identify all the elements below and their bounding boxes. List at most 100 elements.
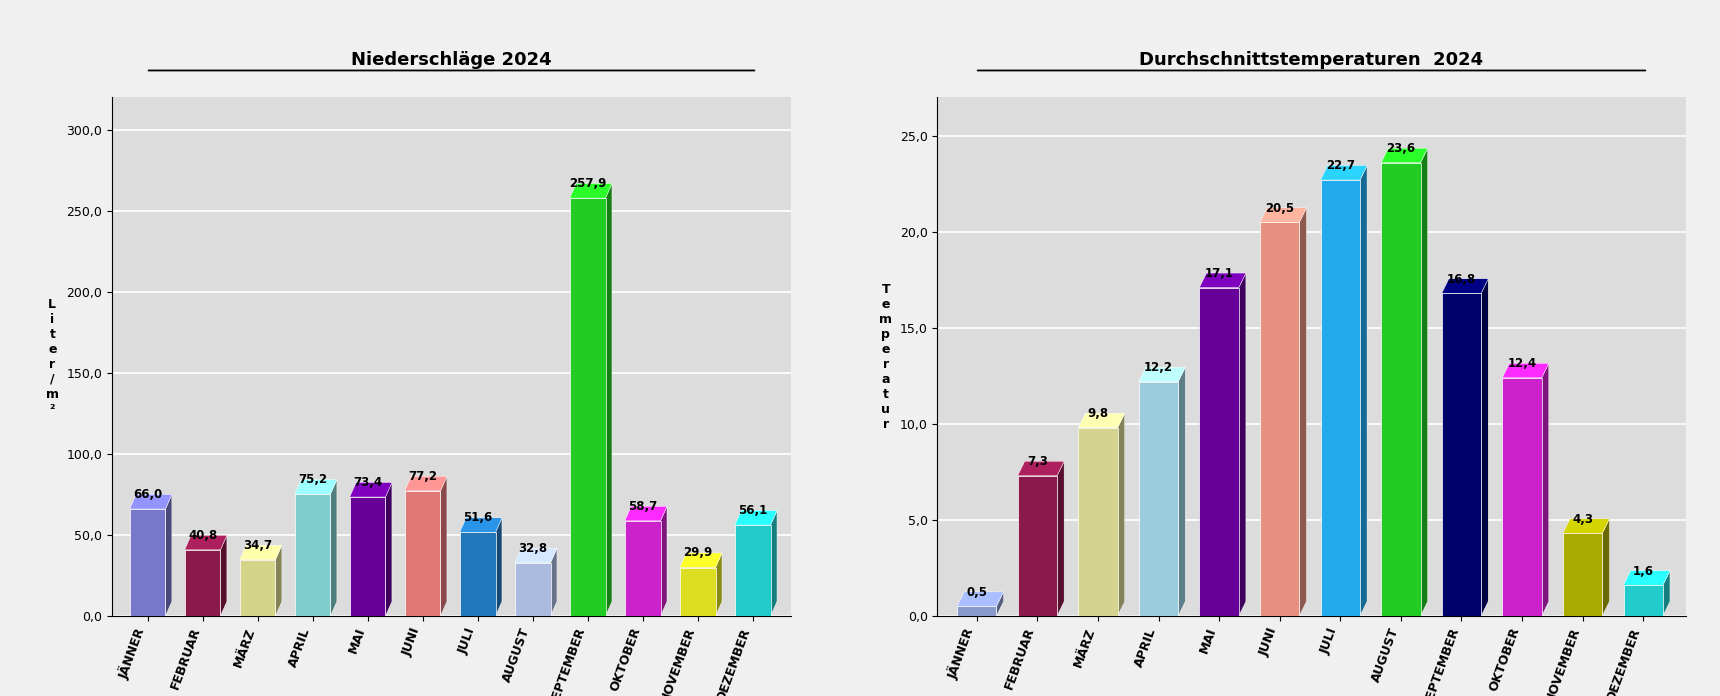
Text: 40,8: 40,8 <box>187 529 217 541</box>
Polygon shape <box>1663 571 1670 616</box>
Bar <box>734 525 771 616</box>
Text: 32,8: 32,8 <box>518 541 547 555</box>
Polygon shape <box>385 482 392 616</box>
Polygon shape <box>404 476 447 491</box>
Polygon shape <box>239 545 282 560</box>
Polygon shape <box>1421 148 1428 616</box>
Polygon shape <box>514 548 557 563</box>
Text: 29,9: 29,9 <box>683 546 712 560</box>
Polygon shape <box>1261 207 1307 222</box>
Text: Niederschläge 2024: Niederschläge 2024 <box>351 51 552 69</box>
Polygon shape <box>129 494 172 509</box>
Polygon shape <box>996 592 1003 616</box>
Bar <box>349 497 385 616</box>
Bar <box>569 198 605 616</box>
Polygon shape <box>1441 279 1488 293</box>
Polygon shape <box>275 545 282 616</box>
Text: 75,2: 75,2 <box>298 473 327 486</box>
Polygon shape <box>1018 461 1065 476</box>
Polygon shape <box>330 480 337 616</box>
Y-axis label: L
i
t
e
r
/
m
²: L i t e r / m ² <box>46 298 58 416</box>
Bar <box>1261 222 1299 616</box>
Text: 1,6: 1,6 <box>1632 564 1653 578</box>
Bar <box>1321 180 1361 616</box>
Polygon shape <box>1381 148 1428 163</box>
Text: 51,6: 51,6 <box>463 512 492 524</box>
Text: 58,7: 58,7 <box>628 500 657 513</box>
Polygon shape <box>1299 207 1307 616</box>
Polygon shape <box>1321 166 1367 180</box>
Polygon shape <box>605 184 612 616</box>
Text: 4,3: 4,3 <box>1572 513 1593 525</box>
Polygon shape <box>349 482 392 497</box>
Bar <box>1381 163 1421 616</box>
Polygon shape <box>1238 273 1245 616</box>
Bar <box>459 532 495 616</box>
Bar <box>1624 585 1663 616</box>
Polygon shape <box>459 518 502 532</box>
Text: 73,4: 73,4 <box>353 476 382 489</box>
Polygon shape <box>716 553 722 616</box>
Polygon shape <box>1361 166 1367 616</box>
Polygon shape <box>1603 519 1610 616</box>
Text: 0,5: 0,5 <box>967 585 987 599</box>
Polygon shape <box>1481 279 1488 616</box>
Polygon shape <box>1563 519 1610 533</box>
Bar <box>956 606 996 616</box>
Bar <box>1139 381 1178 616</box>
Polygon shape <box>165 494 172 616</box>
Bar <box>1199 287 1238 616</box>
Polygon shape <box>495 518 502 616</box>
Polygon shape <box>184 535 227 550</box>
Text: Durchschnittstemperaturen  2024: Durchschnittstemperaturen 2024 <box>1139 51 1484 69</box>
Bar <box>1502 378 1541 616</box>
Text: 56,1: 56,1 <box>738 504 767 517</box>
Polygon shape <box>294 480 337 494</box>
Bar <box>239 560 275 616</box>
Polygon shape <box>1139 367 1185 381</box>
Text: 22,7: 22,7 <box>1326 159 1355 173</box>
Polygon shape <box>1118 413 1125 616</box>
Polygon shape <box>734 511 777 525</box>
Text: 34,7: 34,7 <box>243 539 272 552</box>
Polygon shape <box>220 535 227 616</box>
Text: 12,2: 12,2 <box>1144 361 1173 374</box>
Bar <box>184 550 220 616</box>
Polygon shape <box>660 506 667 616</box>
Text: 17,1: 17,1 <box>1204 267 1233 280</box>
Polygon shape <box>1058 461 1065 616</box>
Bar <box>624 521 660 616</box>
Polygon shape <box>440 476 447 616</box>
Polygon shape <box>1178 367 1185 616</box>
Text: 20,5: 20,5 <box>1266 202 1293 214</box>
Bar <box>1078 428 1118 616</box>
Polygon shape <box>569 184 612 198</box>
Bar <box>679 567 716 616</box>
Text: 9,8: 9,8 <box>1087 407 1108 420</box>
Text: 66,0: 66,0 <box>132 488 162 501</box>
Polygon shape <box>679 553 722 567</box>
Text: 16,8: 16,8 <box>1447 273 1476 285</box>
Polygon shape <box>1624 571 1670 585</box>
Text: 23,6: 23,6 <box>1386 142 1416 155</box>
Bar <box>514 563 550 616</box>
Y-axis label: T
e
m
p
e
r
a
t
u
r: T e m p e r a t u r <box>879 283 893 431</box>
Bar <box>294 494 330 616</box>
Polygon shape <box>1199 273 1245 287</box>
Polygon shape <box>1078 413 1125 428</box>
Bar <box>1563 533 1603 616</box>
Bar <box>404 491 440 616</box>
Bar <box>1018 476 1058 616</box>
Polygon shape <box>771 511 777 616</box>
Polygon shape <box>550 548 557 616</box>
Polygon shape <box>1502 363 1548 378</box>
Bar <box>129 509 165 616</box>
Polygon shape <box>624 506 667 521</box>
Polygon shape <box>1541 363 1548 616</box>
Text: 12,4: 12,4 <box>1507 357 1536 370</box>
Text: 77,2: 77,2 <box>408 470 437 483</box>
Bar <box>1441 293 1481 616</box>
Polygon shape <box>956 592 1003 606</box>
Text: 257,9: 257,9 <box>569 177 607 190</box>
Text: 7,3: 7,3 <box>1027 455 1047 468</box>
